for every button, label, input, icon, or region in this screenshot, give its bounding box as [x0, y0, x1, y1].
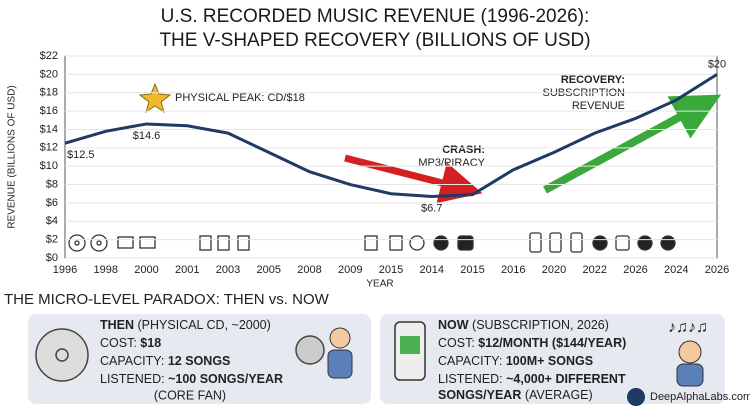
annotation: RECOVERY:	[561, 74, 625, 86]
label: COST:	[100, 336, 137, 350]
section-heading: THE MICRO-LEVEL PARADOX: THEN vs. NOW	[4, 291, 330, 308]
listener-icon: ♪♫♪♫	[668, 319, 708, 387]
y-tick-label: $0	[46, 252, 58, 264]
x-tick-label: 2026	[705, 264, 729, 276]
card-line: LISTENED: ~4,000+ DIFFERENT	[438, 372, 626, 386]
value: $18	[140, 336, 161, 350]
note: (AVERAGE)	[525, 388, 593, 402]
x-tick-label: 2001	[175, 264, 199, 276]
x-tick-label: 2009	[338, 264, 362, 276]
now-card	[380, 314, 725, 404]
then-title: THEN	[100, 318, 134, 332]
x-tick-label: 2005	[257, 264, 281, 276]
card-line: CAPACITY: 12 SONGS	[100, 354, 230, 368]
annotation: MP3/PIRACY	[418, 157, 485, 169]
y-tick-label: $4	[46, 215, 58, 227]
cd-icon	[35, 328, 325, 382]
svg-text:♪♫♪♫: ♪♫♪♫	[668, 319, 708, 336]
value: ~100 SONGS/YEAR	[168, 372, 283, 386]
card-line: LISTENED: ~100 SONGS/YEAR	[100, 372, 283, 386]
phone-icon	[394, 321, 426, 381]
annotation: CRASH:	[442, 144, 485, 156]
y-tick-label: $20	[40, 68, 58, 80]
x-tick-label: 2014	[420, 264, 444, 276]
x-tick-label: 2000	[134, 264, 158, 276]
now-subtitle: (SUBSCRIPTION, 2026)	[472, 318, 609, 332]
brand: DeepAlphaLabs.com	[650, 391, 750, 403]
x-tick-label: 1996	[53, 264, 77, 276]
chart: $0 $2 $4 $6 $8 $10 $12 $14 $16 $18 $20 $22 1996 1998 2…	[40, 50, 730, 276]
value-label: $6.7	[421, 202, 442, 214]
value-label: $12.5	[67, 149, 95, 161]
y-tick-label: $14	[40, 123, 58, 135]
card-line: COST: $12/MONTH ($144/YEAR)	[438, 336, 626, 350]
annotation: REVENUE	[572, 100, 625, 112]
x-tick-label: 2024	[664, 264, 688, 276]
x-tick-label: 2015	[379, 264, 403, 276]
label: CAPACITY:	[438, 354, 502, 368]
x-tick-label: 1998	[94, 264, 118, 276]
person-icon	[327, 327, 353, 379]
x-tick-label: 2016	[501, 264, 525, 276]
value: $12/MONTH ($144/YEAR)	[478, 336, 626, 350]
card-title: THEN (PHYSICAL CD, ~2000)	[100, 318, 271, 332]
y-tick-label: $8	[46, 178, 58, 190]
format-icons	[68, 232, 676, 253]
label: LISTENED:	[438, 372, 503, 386]
label: CAPACITY:	[100, 354, 164, 368]
brand-logo	[627, 388, 645, 406]
label: LISTENED:	[100, 372, 165, 386]
chart-title: THE V-SHAPED RECOVERY (BILLIONS OF USD)	[159, 30, 590, 51]
y-tick-label: $18	[40, 87, 58, 99]
annotation: PHYSICAL PEAK: CD/$18	[175, 92, 305, 104]
value: 12 SONGS	[168, 354, 231, 368]
value-label: $20	[708, 58, 726, 70]
card-line: CAPACITY: 100M+ SONGS	[438, 354, 593, 368]
y-tick-label: $22	[40, 50, 58, 62]
y-tick-label: $16	[40, 105, 58, 117]
x-tick-label: 2003	[216, 264, 240, 276]
then-subtitle: (PHYSICAL CD, ~2000)	[138, 318, 271, 332]
star-icon	[138, 82, 172, 114]
line	[64, 73, 718, 198]
y-tick-label: $10	[40, 160, 58, 172]
chart-title: U.S. RECORDED MUSIC REVENUE (1996-2026):	[161, 6, 590, 27]
x-axis-label: YEAR	[366, 279, 393, 290]
then-card	[28, 314, 371, 404]
card-title: NOW (SUBSCRIPTION, 2026)	[438, 318, 609, 332]
crash-arrow	[344, 154, 483, 204]
value: 100M+ SONGS	[506, 354, 593, 368]
card-line: COST: $18	[100, 336, 161, 350]
y-tick-label: $2	[46, 234, 58, 246]
now-title: NOW	[438, 318, 469, 332]
x-tick-label: 2022	[583, 264, 607, 276]
card-line: SONGS/YEAR (AVERAGE)	[438, 388, 593, 402]
card-note: (CORE FAN)	[154, 388, 226, 402]
y-tick-label: $6	[46, 197, 58, 209]
value: ~4,000+ DIFFERENT	[506, 372, 626, 386]
x-tick-label: 2026	[623, 264, 647, 276]
value: SONGS/YEAR	[438, 388, 521, 402]
label: COST:	[438, 336, 475, 350]
y-axis-label: REVENUE (BILLIONS OF USD)	[7, 85, 18, 228]
x-tick-label: 2015	[460, 264, 484, 276]
x-tick-label: 2008	[297, 264, 321, 276]
value-label: $14.6	[133, 130, 161, 142]
x-tick-label: 2020	[542, 264, 566, 276]
y-tick-label: $12	[40, 142, 58, 154]
